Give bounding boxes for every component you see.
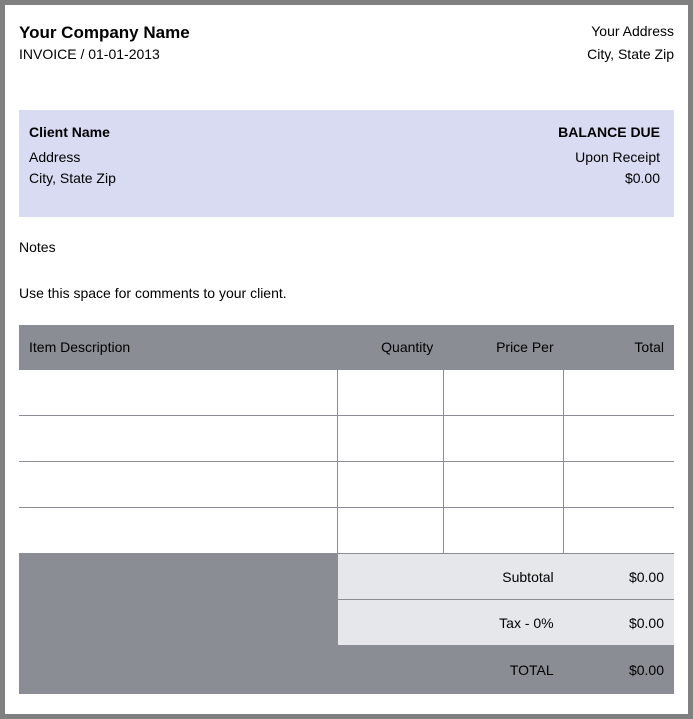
cell-quantity [338, 508, 443, 554]
subtotal-label: Subtotal [338, 554, 564, 600]
cell-price [443, 462, 563, 508]
header-row-2: INVOICE / 01-01-2013 City, State Zip [19, 46, 674, 62]
payment-terms: Upon Receipt [558, 147, 660, 168]
cell-total [564, 370, 674, 416]
cell-description [19, 508, 338, 554]
client-name: Client Name [29, 122, 116, 143]
cell-quantity [338, 370, 443, 416]
cell-description [19, 462, 338, 508]
table-row [19, 462, 674, 508]
tax-value: $0.00 [564, 600, 674, 646]
balance-due-label: BALANCE DUE [558, 122, 660, 143]
cell-quantity [338, 416, 443, 462]
tax-label: Tax - 0% [338, 600, 564, 646]
cell-price [443, 370, 563, 416]
total-value: $0.00 [564, 646, 674, 695]
cell-total [564, 462, 674, 508]
summary-spacer [19, 554, 338, 695]
notes-text: Use this space for comments to your clie… [19, 285, 674, 301]
cell-description [19, 370, 338, 416]
invoice-number: INVOICE / 01-01-2013 [19, 46, 160, 62]
subtotal-value: $0.00 [564, 554, 674, 600]
invoice-page: Your Company Name Your Address INVOICE /… [5, 5, 688, 714]
cell-description [19, 416, 338, 462]
subtotal-row: Subtotal $0.00 [19, 554, 674, 600]
cell-quantity [338, 462, 443, 508]
col-total: Total [564, 325, 674, 370]
col-quantity: Quantity [338, 325, 443, 370]
client-info: Client Name Address City, State Zip [29, 122, 116, 189]
cell-price [443, 508, 563, 554]
col-description: Item Description [19, 325, 338, 370]
table-row [19, 508, 674, 554]
header-row: Your Company Name Your Address [19, 23, 674, 43]
company-name: Your Company Name [19, 23, 190, 43]
items-table: Item Description Quantity Price Per Tota… [19, 325, 674, 694]
balance-info: BALANCE DUE Upon Receipt $0.00 [558, 122, 660, 189]
cell-total [564, 508, 674, 554]
table-row [19, 370, 674, 416]
client-city-state: City, State Zip [29, 168, 116, 189]
items-header-row: Item Description Quantity Price Per Tota… [19, 325, 674, 370]
table-row [19, 416, 674, 462]
balance-amount: $0.00 [558, 168, 660, 189]
notes-label: Notes [19, 239, 674, 255]
cell-price [443, 416, 563, 462]
cell-total [564, 416, 674, 462]
client-box: Client Name Address City, State Zip BALA… [19, 110, 674, 217]
company-city-state: City, State Zip [587, 46, 674, 62]
client-address: Address [29, 147, 116, 168]
col-price-per: Price Per [443, 325, 563, 370]
total-label: TOTAL [338, 646, 564, 695]
company-address: Your Address [591, 23, 674, 39]
